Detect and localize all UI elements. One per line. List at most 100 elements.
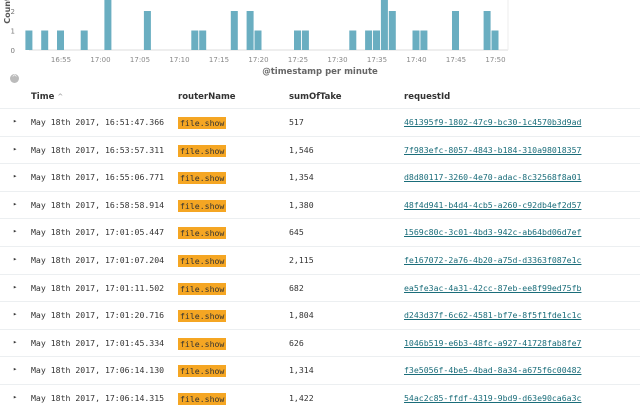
time-cell: May 18th 2017, 17:06:14.130 — [31, 365, 165, 376]
requestid-cell: 54ac2c85-ffdf-4319-9bd9-d63e90ca6a3c — [404, 393, 581, 403]
requestid-link[interactable]: f3e5056f-4be5-4bad-8a34-a675f6c00482 — [404, 365, 582, 376]
sumoftake-cell: 1,422 — [289, 392, 314, 403]
bar — [143, 11, 151, 50]
y-tick-label: 0 — [11, 47, 15, 55]
sumoftake-cell: 1,314 — [289, 365, 314, 376]
bar — [57, 30, 64, 50]
table-row: ▸ May 18th 2017, 16:55:06.771 file.show … — [0, 163, 640, 191]
bar — [420, 30, 428, 50]
sumoftake-cell: 2,115 — [289, 254, 314, 265]
routername-cell: file.show — [178, 282, 227, 295]
routername-cell: file.show — [178, 310, 227, 323]
requestid-link[interactable]: d243d37f-6c62-4581-bf7e-8f5f1fde1c1c — [404, 310, 582, 321]
bar — [25, 30, 33, 50]
bar — [412, 30, 420, 50]
time-cell: May 18th 2017, 17:01:20.716 — [31, 310, 165, 321]
expand-row-icon[interactable]: ▸ — [13, 310, 18, 319]
histogram-svg: 0 1 2 16:55 17:00 17:05 17:10 17:15 17:20 17:25 17… — [11, 0, 509, 64]
document-table: ▸ May 18th 2017, 16:51:47.366 file.show … — [0, 108, 640, 412]
expand-row-icon[interactable]: ▸ — [13, 337, 18, 346]
bar — [199, 30, 207, 50]
bar — [491, 30, 499, 50]
routername-cell: file.show — [178, 254, 227, 267]
expand-row-icon[interactable]: ▸ — [13, 365, 18, 374]
time-cell: May 18th 2017, 17:01:07.204 — [31, 254, 165, 265]
requestid-link[interactable]: ea5fe3ac-4a31-42cc-87eb-ee8f99ed75fb — [404, 282, 582, 293]
table-row: ▸ May 18th 2017, 17:06:14.315 file.show … — [0, 383, 640, 412]
time-cell: May 18th 2017, 17:01:11.502 — [31, 282, 165, 293]
x-tick-label: 17:10 — [169, 56, 189, 64]
x-tick-label: 17:00 — [90, 56, 110, 64]
bar — [254, 30, 262, 50]
requestid-cell: 1569c80c-3c01-4bd3-942c-ab64bd06d7ef — [404, 227, 581, 237]
expand-row-icon[interactable]: ▸ — [13, 392, 18, 401]
expand-row-icon[interactable]: ▸ — [13, 199, 18, 208]
expand-row-icon[interactable]: ▸ — [13, 117, 18, 125]
time-cell: May 18th 2017, 17:06:14.315 — [31, 392, 165, 403]
expand-row-icon[interactable]: ▸ — [13, 282, 18, 291]
routername-cell: file.show — [178, 227, 227, 240]
y-axis-label: Count — [2, 0, 12, 24]
column-sumoftake[interactable]: sumOfTake — [289, 92, 342, 102]
sumoftake-cell: 645 — [289, 227, 304, 238]
bar — [246, 11, 254, 50]
table-header: Time ^ routerName sumOfTake requestId — [0, 90, 640, 106]
column-time[interactable]: Time ^ — [31, 92, 64, 102]
bar — [41, 30, 49, 50]
requestid-cell: ea5fe3ac-4a31-42cc-87eb-ee8f99ed75fb — [404, 283, 581, 293]
column-requestid[interactable]: requestId — [404, 92, 451, 102]
bar — [294, 30, 301, 50]
sumoftake-cell: 517 — [289, 117, 304, 127]
bar — [230, 11, 238, 50]
bar — [373, 30, 380, 50]
sumoftake-cell: 682 — [289, 282, 304, 293]
expand-row-icon[interactable]: ▸ — [13, 227, 18, 236]
bar — [483, 11, 491, 50]
sumoftake-cell: 626 — [289, 337, 304, 348]
requestid-link[interactable]: 7f983efc-8057-4843-b184-310a98018357 — [404, 144, 582, 155]
requestid-link[interactable]: 1046b519-e6b3-48fc-a927-41728fab8fe7 — [404, 337, 582, 348]
bar — [349, 30, 357, 50]
requestid-link[interactable]: 54ac2c85-ffdf-4319-9bd9-d63e90ca6a3c — [404, 392, 582, 403]
collapse-chart-icon[interactable]: ^ — [10, 74, 19, 83]
time-cell: May 18th 2017, 16:58:58.914 — [31, 199, 165, 210]
routername-cell: file.show — [178, 365, 227, 378]
requestid-link[interactable]: 461395f9-1802-47c9-bc30-1c4570b3d9ad — [404, 117, 582, 127]
x-axis-label: @timestamp per minute — [262, 67, 378, 77]
bar — [301, 30, 309, 50]
x-tick-label: 17:15 — [209, 56, 229, 64]
x-tick-label: 17:20 — [248, 56, 268, 64]
time-cell: May 18th 2017, 16:55:06.771 — [31, 172, 165, 183]
time-cell: May 18th 2017, 16:53:57.311 — [31, 144, 165, 155]
routername-cell: file.show — [178, 392, 227, 405]
requestid-link[interactable]: 1569c80c-3c01-4bd3-942c-ab64bd06d7ef — [404, 227, 582, 238]
requestid-link[interactable]: 48f4d941-b4d4-4cb5-a260-c92db4ef2d57 — [404, 199, 582, 210]
routername-cell: file.show — [178, 172, 227, 185]
bar — [380, 0, 388, 50]
table-row: ▸ May 18th 2017, 17:01:45.334 file.show … — [0, 328, 640, 357]
sumoftake-cell: 1,804 — [289, 310, 314, 321]
expand-row-icon[interactable]: ▸ — [13, 144, 18, 153]
bar — [191, 30, 199, 50]
requestid-cell: d243d37f-6c62-4581-bf7e-8f5f1fde1c1c — [404, 310, 581, 320]
expand-row-icon[interactable]: ▸ — [13, 254, 18, 263]
histogram-chart: 0 1 2 16:55 17:00 17:05 17:10 17:15 17:20 17:25 17… — [0, 0, 640, 90]
table-row: ▸ May 18th 2017, 16:51:47.366 file.show … — [0, 108, 640, 136]
bar — [388, 11, 396, 50]
column-routername[interactable]: routerName — [178, 92, 236, 102]
y-tick-label: 1 — [11, 28, 15, 36]
requestid-cell: d8d80117-3260-4e70-adac-8c32568f8a01 — [404, 172, 581, 182]
bar — [80, 30, 88, 50]
table-row: ▸ May 18th 2017, 17:01:07.204 file.show … — [0, 245, 640, 274]
requestid-link[interactable]: d8d80117-3260-4e70-adac-8c32568f8a01 — [404, 172, 582, 183]
requestid-link[interactable]: fe167072-2a76-4b20-a75d-d3363f087e1c — [404, 254, 582, 265]
expand-row-icon[interactable]: ▸ — [13, 172, 18, 181]
requestid-cell: f3e5056f-4be5-4bad-8a34-a675f6c00482 — [404, 365, 581, 375]
requestid-cell: 1046b519-e6b3-48fc-a927-41728fab8fe7 — [404, 338, 581, 348]
sort-ascending-icon[interactable]: ^ — [57, 93, 64, 101]
x-tick-label: 17:35 — [367, 56, 387, 64]
requestid-cell: 48f4d941-b4d4-4cb5-a260-c92db4ef2d57 — [404, 200, 581, 210]
x-tick-label: 17:05 — [130, 56, 150, 64]
table-row: ▸ May 18th 2017, 17:06:14.130 file.show … — [0, 356, 640, 384]
y-tick-label: 2 — [11, 8, 15, 16]
